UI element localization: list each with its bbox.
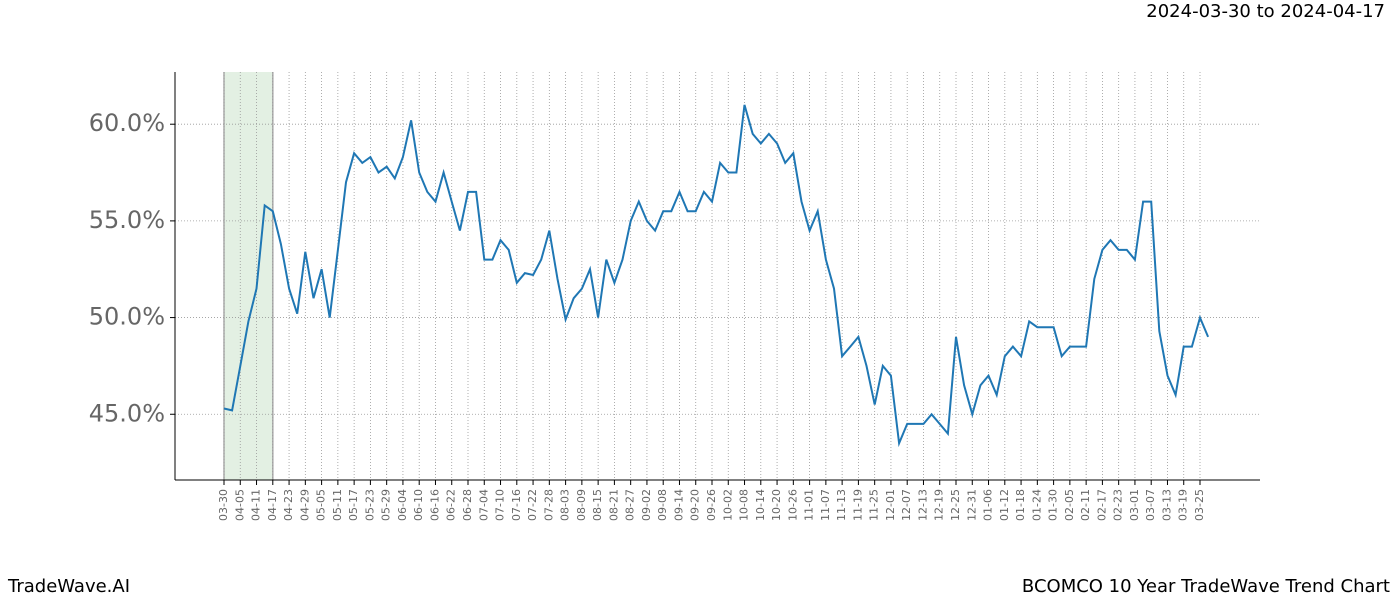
x-tick-label: 11-07: [819, 489, 832, 521]
x-tick-label: 08-09: [575, 489, 588, 521]
x-tick-label: 09-14: [672, 489, 685, 521]
x-tick-label: 04-05: [233, 489, 246, 521]
highlight-band: [224, 72, 273, 480]
x-tick-label: 01-12: [998, 489, 1011, 521]
x-tick-label: 07-10: [494, 489, 507, 521]
x-tick-label: 05-11: [331, 489, 344, 521]
x-tick-label: 09-08: [656, 489, 669, 521]
x-tick-label: 12-25: [949, 489, 962, 521]
x-tick-label: 08-27: [624, 489, 637, 521]
brand: TradeWave.AI: [7, 576, 130, 597]
date-range: 2024-03-30 to 2024-04-17: [1146, 1, 1385, 22]
x-tick-label: 10-14: [754, 489, 767, 521]
y-tick-label: 55.0%: [89, 206, 165, 234]
x-tick-label: 04-23: [282, 489, 295, 521]
x-tick-label: 10-08: [738, 489, 751, 521]
x-tick-label: 01-24: [1030, 489, 1043, 521]
x-tick-label: 12-13: [916, 489, 929, 521]
x-tick-label: 11-19: [851, 489, 864, 521]
x-tick-label: 04-29: [298, 489, 311, 521]
y-tick-label: 45.0%: [89, 399, 165, 427]
x-tick-label: 06-16: [428, 489, 441, 521]
x-tick-label: 09-02: [640, 489, 653, 521]
x-tick-label: 03-07: [1144, 489, 1157, 521]
x-tick-label: 01-18: [1014, 489, 1027, 521]
x-tick-label: 03-30: [217, 489, 230, 521]
chart-title: BCOMCO 10 Year TradeWave Trend Chart: [1022, 576, 1390, 597]
x-tick-label: 05-23: [363, 489, 376, 521]
x-tick-label: 04-17: [266, 489, 279, 521]
x-tick-label: 07-22: [526, 489, 539, 521]
x-tick-label: 08-03: [559, 489, 572, 521]
x-tick-label: 01-06: [982, 489, 995, 521]
x-tick-label: 12-01: [884, 489, 897, 521]
x-tick-label: 09-20: [689, 489, 702, 521]
x-tick-label: 02-17: [1095, 489, 1108, 521]
x-tick-label: 12-19: [933, 489, 946, 521]
x-tick-label: 10-20: [770, 489, 783, 521]
x-tick-label: 12-31: [965, 489, 978, 521]
x-tick-label: 09-26: [705, 489, 718, 521]
y-tick-label: 60.0%: [89, 109, 165, 137]
x-tick-label: 06-10: [412, 489, 425, 521]
x-tick-label: 05-05: [315, 489, 328, 521]
x-tick-label: 11-13: [835, 489, 848, 521]
x-tick-label: 03-25: [1193, 489, 1206, 521]
x-tick-label: 12-07: [900, 489, 913, 521]
x-tick-label: 02-23: [1112, 489, 1125, 521]
x-tick-label: 11-25: [868, 489, 881, 521]
x-tick-label: 10-26: [786, 489, 799, 521]
x-tick-label: 04-11: [250, 489, 263, 521]
x-tick-label: 11-01: [803, 489, 816, 521]
x-tick-label: 08-15: [591, 489, 604, 521]
x-tick-label: 02-05: [1063, 489, 1076, 521]
x-tick-label: 05-17: [347, 489, 360, 521]
x-tick-label: 06-04: [396, 489, 409, 521]
x-tick-label: 07-04: [477, 489, 490, 521]
x-tick-label: 05-29: [380, 489, 393, 521]
x-tick-label: 01-30: [1047, 489, 1060, 521]
x-tick-label: 07-16: [510, 489, 523, 521]
x-tick-label: 07-28: [542, 489, 555, 521]
x-tick-label: 10-02: [721, 489, 734, 521]
trend-line: [223, 104, 1210, 448]
x-tick-label: 03-13: [1160, 489, 1173, 521]
x-tick-label: 06-22: [445, 489, 458, 521]
x-tick-label: 06-28: [461, 489, 474, 521]
y-tick-label: 50.0%: [89, 303, 165, 331]
x-tick-label: 03-19: [1177, 489, 1190, 521]
x-tick-label: 08-21: [607, 489, 620, 521]
x-tick-label: 02-11: [1079, 489, 1092, 521]
x-tick-label: 03-01: [1128, 489, 1141, 521]
